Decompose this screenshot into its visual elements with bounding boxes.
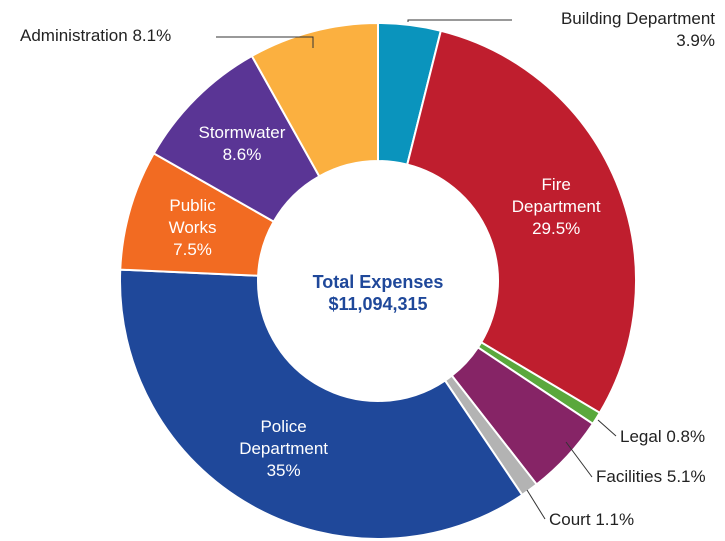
value-label: 7.5% — [173, 239, 212, 259]
segment-label: Administration 8.1% — [20, 25, 171, 47]
category-label: Building Department — [560, 9, 715, 28]
leader-line — [565, 441, 593, 478]
segment — [119, 268, 524, 540]
value-label: 3.9% — [676, 31, 715, 50]
value-label: 0.8% — [666, 427, 706, 446]
segment-label: Facilities 5.1% — [596, 466, 706, 488]
segment-label: Court 1.1% — [549, 509, 634, 531]
segment — [250, 21, 379, 178]
leader-line — [407, 19, 512, 22]
segment-label: Fire Department 29.5% — [501, 174, 611, 240]
category-label: Administration — [20, 26, 128, 45]
center-title: Total Expenses — [312, 272, 444, 292]
category-label: Court — [549, 510, 591, 529]
leader-line — [216, 36, 314, 48]
value-label: 5.1% — [666, 467, 706, 486]
value-label: 35% — [266, 461, 301, 481]
category-label: Police Department — [239, 417, 329, 459]
value-label: 29.5% — [532, 218, 581, 238]
category-label: Facilities — [596, 467, 663, 486]
leader-line — [597, 419, 617, 437]
category-label: Legal — [620, 427, 662, 446]
category-label: Stormwater — [198, 123, 286, 143]
segment-label: Police Department 35% — [224, 416, 344, 482]
value-label: 1.1% — [595, 510, 635, 529]
segment-label: Stormwater 8.6% — [187, 122, 297, 166]
segment-label: Public Works 7.5% — [158, 195, 228, 261]
value-label: 8.1% — [132, 26, 172, 45]
segment — [406, 29, 637, 415]
category-label: Public Works — [168, 195, 217, 237]
value-label: 8.6% — [222, 145, 262, 165]
leader-line — [526, 489, 546, 520]
center-value: $11,094,315 — [328, 294, 428, 314]
segment-label: Building Department 3.9% — [515, 8, 715, 52]
category-label: Fire Department — [511, 174, 601, 216]
segment-label: Legal 0.8% — [620, 426, 705, 448]
